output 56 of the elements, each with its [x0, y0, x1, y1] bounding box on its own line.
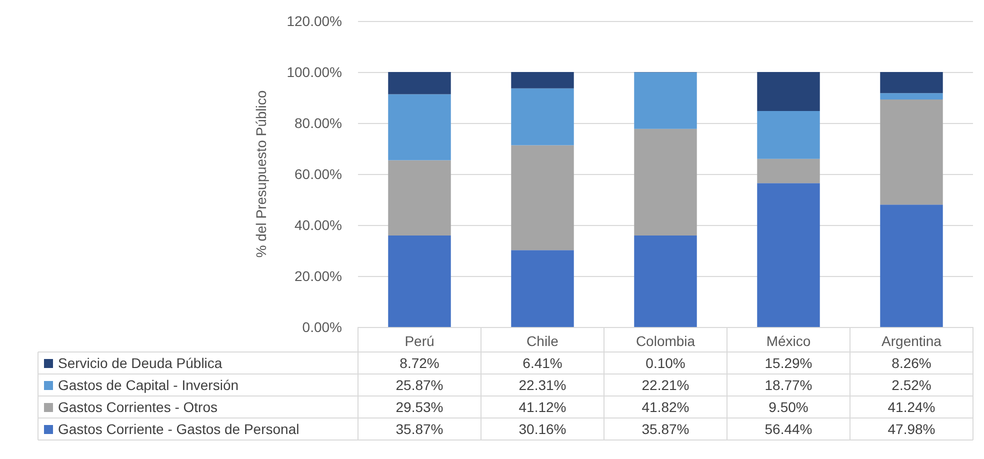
- data-label: 41.24%: [888, 399, 936, 415]
- bar: [388, 236, 451, 327]
- data-label: 47.98%: [888, 421, 936, 437]
- data-label: 35.87%: [642, 421, 690, 437]
- data-label: 41.12%: [518, 399, 566, 415]
- x-tick-label: Argentina: [882, 333, 942, 349]
- legend-label: Servicio de Deuda Pública: [58, 355, 222, 371]
- bar: [634, 128, 697, 236]
- bar: [634, 72, 697, 129]
- data-label: 9.50%: [768, 399, 808, 415]
- bar: [511, 72, 574, 88]
- data-label: 8.26%: [892, 355, 932, 371]
- bar: [880, 99, 943, 205]
- y-tick-label: 80.00%: [294, 115, 342, 131]
- data-label: 15.29%: [764, 355, 812, 371]
- x-tick-label: Colombia: [636, 333, 696, 349]
- data-label: 22.21%: [642, 377, 690, 393]
- x-tick-label: Chile: [526, 333, 559, 349]
- y-tick-label: 20.00%: [294, 268, 342, 284]
- bar: [757, 158, 820, 184]
- bar: [757, 183, 820, 327]
- data-label: 8.72%: [400, 355, 440, 371]
- data-label: 25.87%: [396, 377, 444, 393]
- y-tick-label: 40.00%: [294, 217, 342, 233]
- x-tick-label: México: [766, 333, 811, 349]
- bar: [880, 93, 943, 100]
- y-tick-label: 60.00%: [294, 166, 342, 182]
- bar: [388, 160, 451, 236]
- data-label: 22.31%: [518, 377, 566, 393]
- y-tick-label: 100.00%: [286, 64, 342, 80]
- x-tick-label: Perú: [404, 333, 434, 349]
- bar: [880, 204, 943, 327]
- legend-label: Gastos Corrientes - Otros: [58, 399, 218, 415]
- bar: [388, 94, 451, 160]
- data-label: 29.53%: [396, 399, 444, 415]
- bar: [880, 72, 943, 94]
- bar: [757, 72, 820, 111]
- data-label: 35.87%: [396, 421, 444, 437]
- bar: [388, 72, 451, 94]
- data-label: 41.82%: [642, 399, 690, 415]
- bar: [511, 88, 574, 146]
- data-label: 18.77%: [764, 377, 812, 393]
- data-label: 56.44%: [764, 421, 812, 437]
- legend-label: Gastos Corriente - Gastos de Personal: [58, 421, 300, 437]
- bar: [511, 250, 574, 327]
- bar: [757, 110, 820, 159]
- data-label: 0.10%: [646, 355, 686, 371]
- legend-label: Gastos de Capital - Inversión: [58, 377, 239, 393]
- bar: [511, 145, 574, 250]
- bar: [634, 236, 697, 327]
- data-label: 6.41%: [522, 355, 562, 371]
- data-label: 2.52%: [892, 377, 932, 393]
- data-label: 30.16%: [518, 421, 566, 437]
- y-tick-label: 0.00%: [302, 319, 342, 335]
- y-axis-title: % del Presupuesto Público: [253, 90, 269, 258]
- y-tick-label: 120.00%: [286, 13, 342, 29]
